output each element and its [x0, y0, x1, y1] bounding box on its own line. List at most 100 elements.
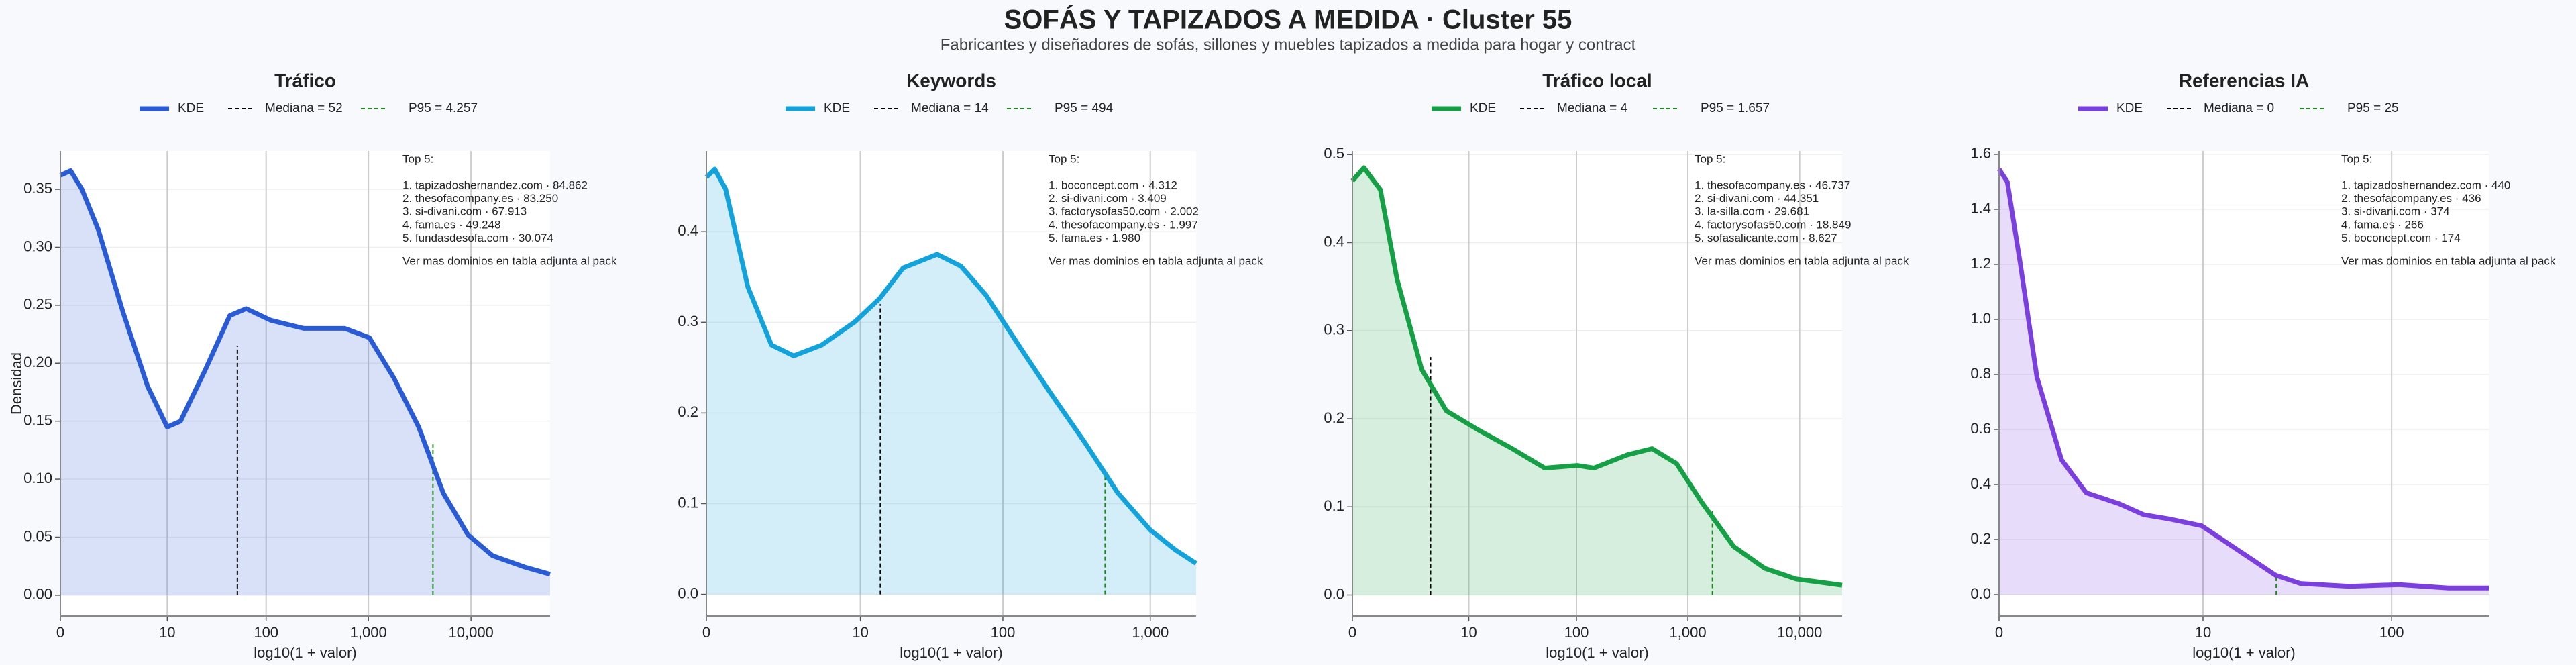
x-tick-label: 0: [702, 624, 710, 641]
legend-label: P95 = 494: [1055, 101, 1114, 115]
x-tick-label: 10: [2195, 624, 2211, 641]
x-tick-label: 100: [991, 624, 1016, 641]
kde-line: [1350, 165, 1843, 588]
annotation: 5. fama.es · 1.980: [1049, 232, 1140, 244]
annotation: 3. la-silla.com · 29.681: [1695, 205, 1809, 218]
y-tick-label: 0.0: [1324, 585, 1344, 602]
x-tick-label: 10: [159, 624, 175, 641]
annotation: 4. fama.es · 266: [2341, 218, 2424, 231]
x-tick-label: 0: [56, 624, 64, 641]
annotation: 5. sofasalicante.com · 8.627: [1695, 232, 1837, 244]
annotation: Ver mas dominios en tabla adjunta al pac…: [1695, 254, 1909, 267]
y-tick-label: 1.0: [1970, 310, 1991, 327]
annotation: 3. si-divani.com · 67.913: [402, 205, 527, 218]
plot-area: [1999, 151, 2489, 616]
kde-area: [1352, 167, 1842, 595]
x-tick-label: 0: [1348, 624, 1356, 641]
legend-label: KDE: [824, 101, 850, 115]
legend-label: KDE: [178, 101, 204, 115]
annotation: Top 5:: [2341, 152, 2372, 165]
y-tick-label: 0.0: [678, 584, 698, 601]
annotation: 4. factorysofas50.com · 18.849: [1695, 218, 1851, 231]
y-tick-label: 0.35: [23, 180, 52, 197]
y-tick-label: 0.6: [1970, 420, 1991, 437]
kde-line: [59, 168, 551, 577]
annotation: 2. thesofacompany.es · 83.250: [402, 192, 558, 205]
x-tick-label: 1,000: [1132, 624, 1169, 641]
y-tick-label: 0.1: [1324, 497, 1344, 514]
plot-area: [60, 151, 550, 616]
kde-line: [1997, 168, 2489, 591]
y-tick-label: 0.00: [23, 586, 52, 603]
y-tick-label: 0.05: [23, 527, 52, 544]
y-tick-label: 1.6: [1970, 145, 1991, 162]
y-tick-label: 0.4: [1970, 475, 1991, 492]
x-tick-label: 10,000: [1777, 624, 1822, 641]
x-tick-label: 1,000: [1670, 624, 1707, 641]
legend-label: KDE: [1470, 101, 1496, 115]
annotation: Ver mas dominios en tabla adjunta al pac…: [1049, 254, 1263, 267]
figure-title: SOFÁS Y TAPIZADOS A MEDIDA · Cluster 55: [1004, 5, 1572, 35]
annotation: 3. si-divani.com · 374: [2341, 205, 2450, 218]
annotation: 1. tapizadoshernandez.com · 440: [2341, 178, 2510, 191]
plot-area: [1352, 151, 1842, 616]
x-tick-label: 100: [1564, 624, 1589, 641]
panel-title: Keywords: [906, 70, 996, 91]
x-tick-label: 10: [1460, 624, 1477, 641]
annotation: 1. thesofacompany.es · 46.737: [1695, 178, 1850, 191]
legend-label: P95 = 4.257: [409, 101, 478, 115]
plot-area: [706, 151, 1196, 616]
x-tick-label: 100: [254, 624, 278, 641]
y-tick-label: 0.4: [678, 222, 698, 239]
x-axis-label: log10(1 + valor): [254, 644, 356, 661]
y-tick-label: 0.2: [1324, 409, 1344, 426]
annotation: 4. thesofacompany.es · 1.997: [1049, 218, 1198, 231]
figure-subtitle: Fabricantes y diseñadores de sofás, sill…: [941, 36, 1636, 54]
annotation: 2. thesofacompany.es · 436: [2341, 192, 2481, 205]
annotation: 1. boconcept.com · 4.312: [1049, 178, 1177, 191]
panel-title: Referencias IA: [2179, 70, 2310, 91]
annotation: 1. tapizadoshernandez.com · 84.862: [402, 178, 588, 191]
annotation: 4. fama.es · 49.248: [402, 218, 500, 231]
annotation: 2. si-divani.com · 3.409: [1049, 192, 1167, 205]
y-axis-label: Densidad: [8, 352, 25, 415]
annotation: Top 5:: [1049, 152, 1079, 165]
x-tick-label: 0: [1995, 624, 2003, 641]
legend-label: Mediana = 14: [911, 101, 989, 115]
y-tick-label: 1.2: [1970, 255, 1991, 272]
annotation: Top 5:: [402, 152, 433, 165]
panel-title: Tráfico local: [1542, 70, 1652, 91]
legend-label: Mediana = 4: [1557, 101, 1628, 115]
annotation: 3. factorysofas50.com · 2.002: [1049, 205, 1199, 218]
x-tick-label: 1,000: [350, 624, 387, 641]
legend-label: KDE: [2116, 101, 2143, 115]
panel-title: Tráfico: [274, 70, 336, 91]
kde-area: [1999, 169, 2489, 595]
y-tick-label: 0.2: [1970, 530, 1991, 547]
annotation: Ver mas dominios en tabla adjunta al pac…: [2341, 254, 2556, 267]
y-tick-label: 0.1: [678, 494, 698, 511]
y-tick-label: 0.5: [1324, 145, 1344, 162]
y-tick-label: 0.20: [23, 354, 52, 370]
y-tick-label: 0.15: [23, 411, 52, 428]
x-tick-label: 10: [852, 624, 868, 641]
legend-label: P95 = 25: [2347, 101, 2399, 115]
x-axis-label: log10(1 + valor): [1546, 644, 1648, 661]
x-axis-label: log10(1 + valor): [2192, 644, 2295, 661]
kde-area: [706, 169, 1196, 595]
legend-label: P95 = 1.657: [1701, 101, 1770, 115]
annotation: 5. fundasdesofa.com · 30.074: [402, 232, 553, 244]
y-tick-label: 0.25: [23, 296, 52, 313]
y-tick-label: 0.3: [678, 313, 698, 329]
legend-label: Mediana = 0: [2204, 101, 2274, 115]
annotation: 2. si-divani.com · 44.351: [1695, 192, 1819, 205]
x-tick-label: 100: [2379, 624, 2404, 641]
y-tick-label: 0.3: [1324, 321, 1344, 338]
annotation: Ver mas dominios en tabla adjunta al pac…: [402, 254, 617, 267]
x-axis-label: log10(1 + valor): [900, 644, 1002, 661]
kde-area: [60, 170, 550, 595]
y-tick-label: 0.4: [1324, 233, 1344, 250]
x-tick-label: 10,000: [449, 624, 494, 641]
